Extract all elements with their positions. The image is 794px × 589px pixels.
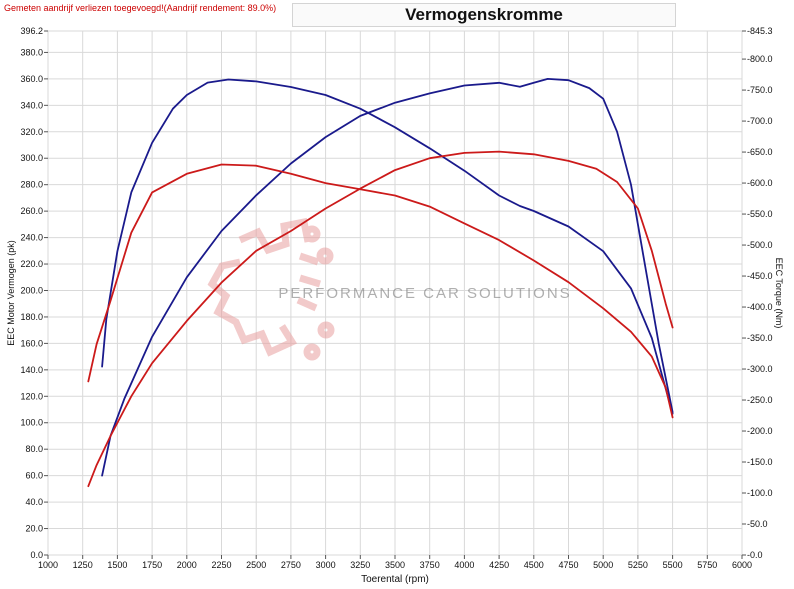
y2-tick-label: -50.0: [747, 519, 768, 529]
y-tick-label: 396.2: [20, 26, 43, 36]
y-tick-label: 320.0: [20, 127, 43, 137]
y-tick-label: 140.0: [20, 365, 43, 375]
y-tick-label: 0.0: [30, 550, 43, 560]
y-tick-label: 20.0: [25, 524, 43, 534]
y-tick-label: 60.0: [25, 471, 43, 481]
y2-tick-label: -200.0: [747, 426, 773, 436]
y-tick-label: 120.0: [20, 391, 43, 401]
y2-tick-label: -250.0: [747, 395, 773, 405]
y-tick-label: 40.0: [25, 497, 43, 507]
y2-tick-label: -450.0: [747, 271, 773, 281]
y-tick-label: 240.0: [20, 233, 43, 243]
x-tick-label: 1250: [73, 560, 93, 570]
x-tick-label: 4000: [454, 560, 474, 570]
y-tick-label: 80.0: [25, 444, 43, 454]
x-tick-label: 1750: [142, 560, 162, 570]
y2-tick-label: -300.0: [747, 364, 773, 374]
watermark: PERFORMANCE CAR SOLUTIONS: [207, 217, 571, 361]
y2-tick-label: -700.0: [747, 116, 773, 126]
y2-tick-label: -100.0: [747, 488, 773, 498]
y2-tick-label: -750.0: [747, 85, 773, 95]
y-tick-label: 340.0: [20, 100, 43, 110]
gear-circuit-icon: [207, 217, 335, 361]
y-tick-label: 200.0: [20, 285, 43, 295]
y-tick-label: 280.0: [20, 180, 43, 190]
y-tick-label: 180.0: [20, 312, 43, 322]
x-tick-label: 2000: [177, 560, 197, 570]
y2-tick-label: -650.0: [747, 147, 773, 157]
y2-tick-label: -600.0: [747, 178, 773, 188]
x-tick-label: 2500: [246, 560, 266, 570]
x-tick-label: 5750: [697, 560, 717, 570]
series-line-2: [101, 78, 674, 415]
chart-title: Vermogenskromme: [405, 5, 563, 24]
y-tick-label: 300.0: [20, 153, 43, 163]
y-tick-label: 380.0: [20, 47, 43, 57]
x-tick-label: 5250: [628, 560, 648, 570]
y-tick-label: 160.0: [20, 338, 43, 348]
y2-tick-label: -800.0: [747, 54, 773, 64]
y2-tick-label: -150.0: [747, 457, 773, 467]
x-tick-label: 2250: [211, 560, 231, 570]
x-tick-label: 4750: [558, 560, 578, 570]
x-axis-label: Toerental (rpm): [361, 574, 429, 585]
y-tick-label: 100.0: [20, 418, 43, 428]
x-tick-label: 4250: [489, 560, 509, 570]
x-tick-label: 2750: [281, 560, 301, 570]
y2-tick-label: -845.3: [747, 26, 773, 36]
y2-tick-label: -400.0: [747, 302, 773, 312]
y-tick-label: 260.0: [20, 206, 43, 216]
series-line-3: [87, 150, 674, 488]
x-tick-label: 1000: [38, 560, 58, 570]
x-tick-label: 4500: [524, 560, 544, 570]
x-tick-label: 5000: [593, 560, 613, 570]
x-tick-label: 1500: [107, 560, 127, 570]
y2-axis-label: EEC Torque (Nm): [774, 258, 784, 329]
x-tick-label: 3250: [350, 560, 370, 570]
y-axis-label: EEC Motor Vermogen (pk): [6, 240, 16, 346]
drivetrain-loss-notice: Gemeten aandrijf verliezen toegevoegd!(A…: [4, 3, 277, 13]
axis-tick-labels: 1000 1250 1500 1750 2000 2250 2500 2750 3000 3250…: [20, 26, 772, 570]
x-tick-label: 5500: [663, 560, 683, 570]
title-box: Vermogenskromme: [292, 3, 676, 27]
x-tick-label: 6000: [732, 560, 752, 570]
y-tick-label: 360.0: [20, 74, 43, 84]
y2-tick-label: -550.0: [747, 209, 773, 219]
series-line-4: [87, 163, 674, 419]
grid-lines: [47, 30, 743, 556]
y2-tick-label: -500.0: [747, 240, 773, 250]
y-tick-label: 220.0: [20, 259, 43, 269]
watermark-text: PERFORMANCE CAR SOLUTIONS: [278, 285, 571, 302]
y2-tick-label: -0.0: [747, 550, 763, 560]
x-tick-label: 3500: [385, 560, 405, 570]
y2-tick-label: -350.0: [747, 333, 773, 343]
x-tick-label: 3750: [420, 560, 440, 570]
series-line-1: [101, 78, 674, 477]
series-lines: [87, 78, 674, 488]
x-tick-label: 3000: [316, 560, 336, 570]
